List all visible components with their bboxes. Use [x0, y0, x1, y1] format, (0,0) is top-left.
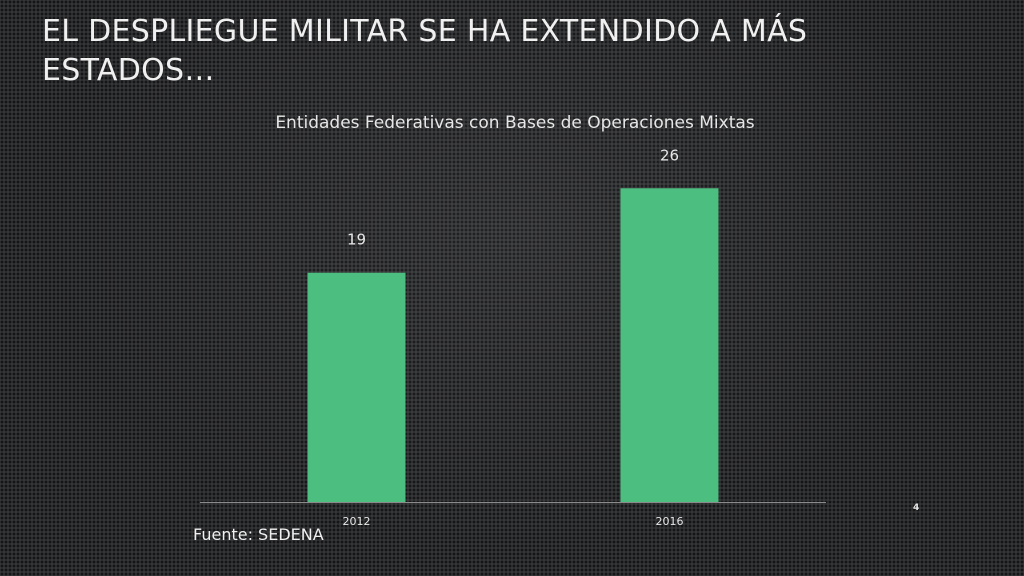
data-label-2012: 19: [347, 231, 366, 249]
data-label-2016: 26: [660, 146, 679, 164]
bar-2012: [307, 272, 406, 502]
chart-title: Entidades Federativas con Bases de Opera…: [275, 113, 755, 133]
slide-title: EL DESPLIEGUE MILITAR SE HA EXTENDIDO A …: [42, 14, 808, 88]
tick-label-2012: 2012: [343, 515, 371, 528]
page-number: 4: [913, 503, 920, 513]
bar-2016: [620, 188, 719, 502]
source-note: Fuente: SEDENA: [193, 525, 324, 544]
tick-label-2016: 2016: [656, 515, 684, 528]
